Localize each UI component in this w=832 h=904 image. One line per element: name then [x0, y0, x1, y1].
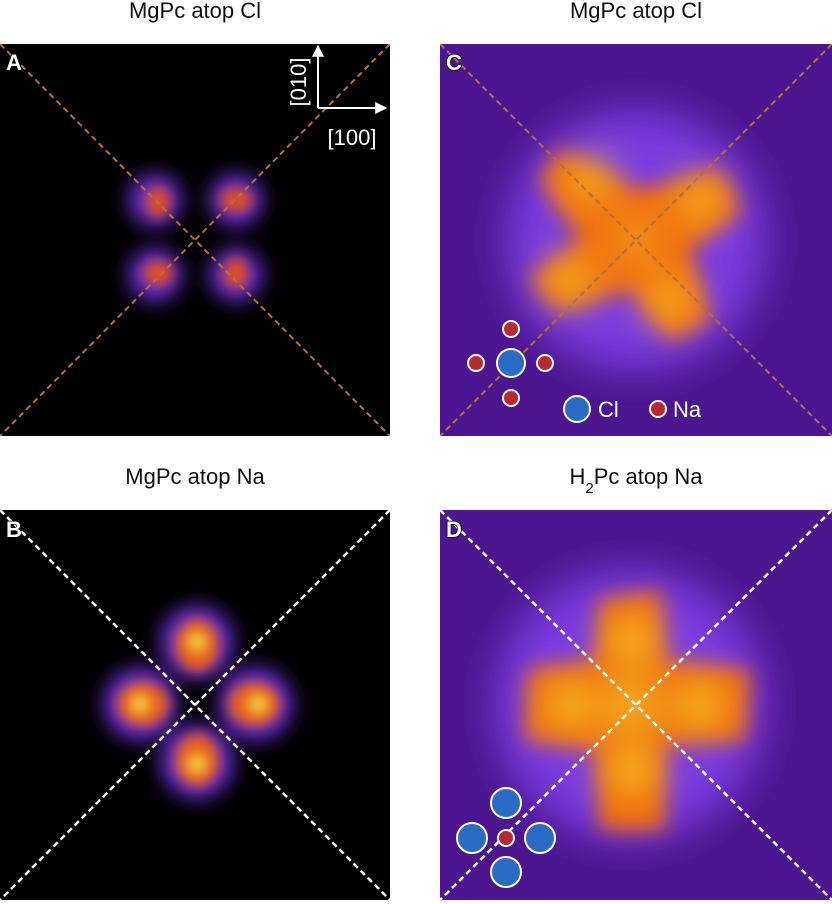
shape: [608, 616, 656, 664]
guide-line: [440, 44, 832, 436]
guide-line: [440, 510, 832, 900]
group: [130, 632, 268, 774]
shape: [224, 258, 248, 288]
shape: [187, 754, 207, 774]
guide-line: [0, 44, 390, 436]
shape: [143, 261, 173, 285]
shape: [502, 389, 520, 407]
group: [467, 320, 667, 423]
panel-title: H2Pc atop Na: [569, 464, 703, 497]
shape: [648, 278, 692, 322]
title-part: Pc atop Na: [594, 464, 704, 489]
shape: [496, 348, 526, 378]
group: [546, 616, 724, 794]
shape: [497, 829, 515, 847]
panel-c: [440, 44, 832, 436]
panel-letter: A: [6, 50, 22, 75]
panel-title: MgPc atop Cl: [570, 0, 702, 23]
shape: [490, 856, 522, 888]
group: [456, 787, 556, 888]
panel-letter: D: [446, 517, 462, 542]
panel-title: MgPc atop Na: [125, 464, 265, 489]
shape: [502, 320, 520, 338]
panel-letter: C: [446, 50, 462, 75]
panel-b: [0, 510, 390, 900]
axis-label: [010]: [286, 58, 311, 107]
panel-title: MgPc atop Cl: [129, 0, 261, 23]
shape: [649, 400, 667, 418]
shape: [676, 681, 724, 729]
legend-label: Na: [673, 397, 702, 422]
shape: [130, 694, 150, 714]
shape: [456, 822, 488, 854]
legend-label: Cl: [598, 397, 619, 422]
panel-a: [0, 44, 390, 436]
guide-line: [0, 510, 390, 900]
shape: [563, 395, 591, 423]
shape: [467, 354, 485, 372]
shape: [608, 746, 656, 794]
shape: [187, 632, 207, 652]
panel-letter: B: [6, 517, 22, 542]
shape: [678, 178, 722, 222]
shape: [608, 681, 656, 729]
shape: [546, 681, 594, 729]
shape: [548, 258, 592, 302]
shape: [490, 787, 522, 819]
title-sub: 2: [585, 480, 593, 497]
shape: [568, 158, 612, 202]
panel-d: [440, 510, 832, 900]
title-part: H: [569, 464, 585, 489]
shape: [248, 694, 268, 714]
shape: [536, 354, 554, 372]
guide-line: [0, 44, 390, 436]
shape: [524, 822, 556, 854]
axis-label: [100]: [328, 125, 377, 150]
shape: [220, 188, 252, 212]
